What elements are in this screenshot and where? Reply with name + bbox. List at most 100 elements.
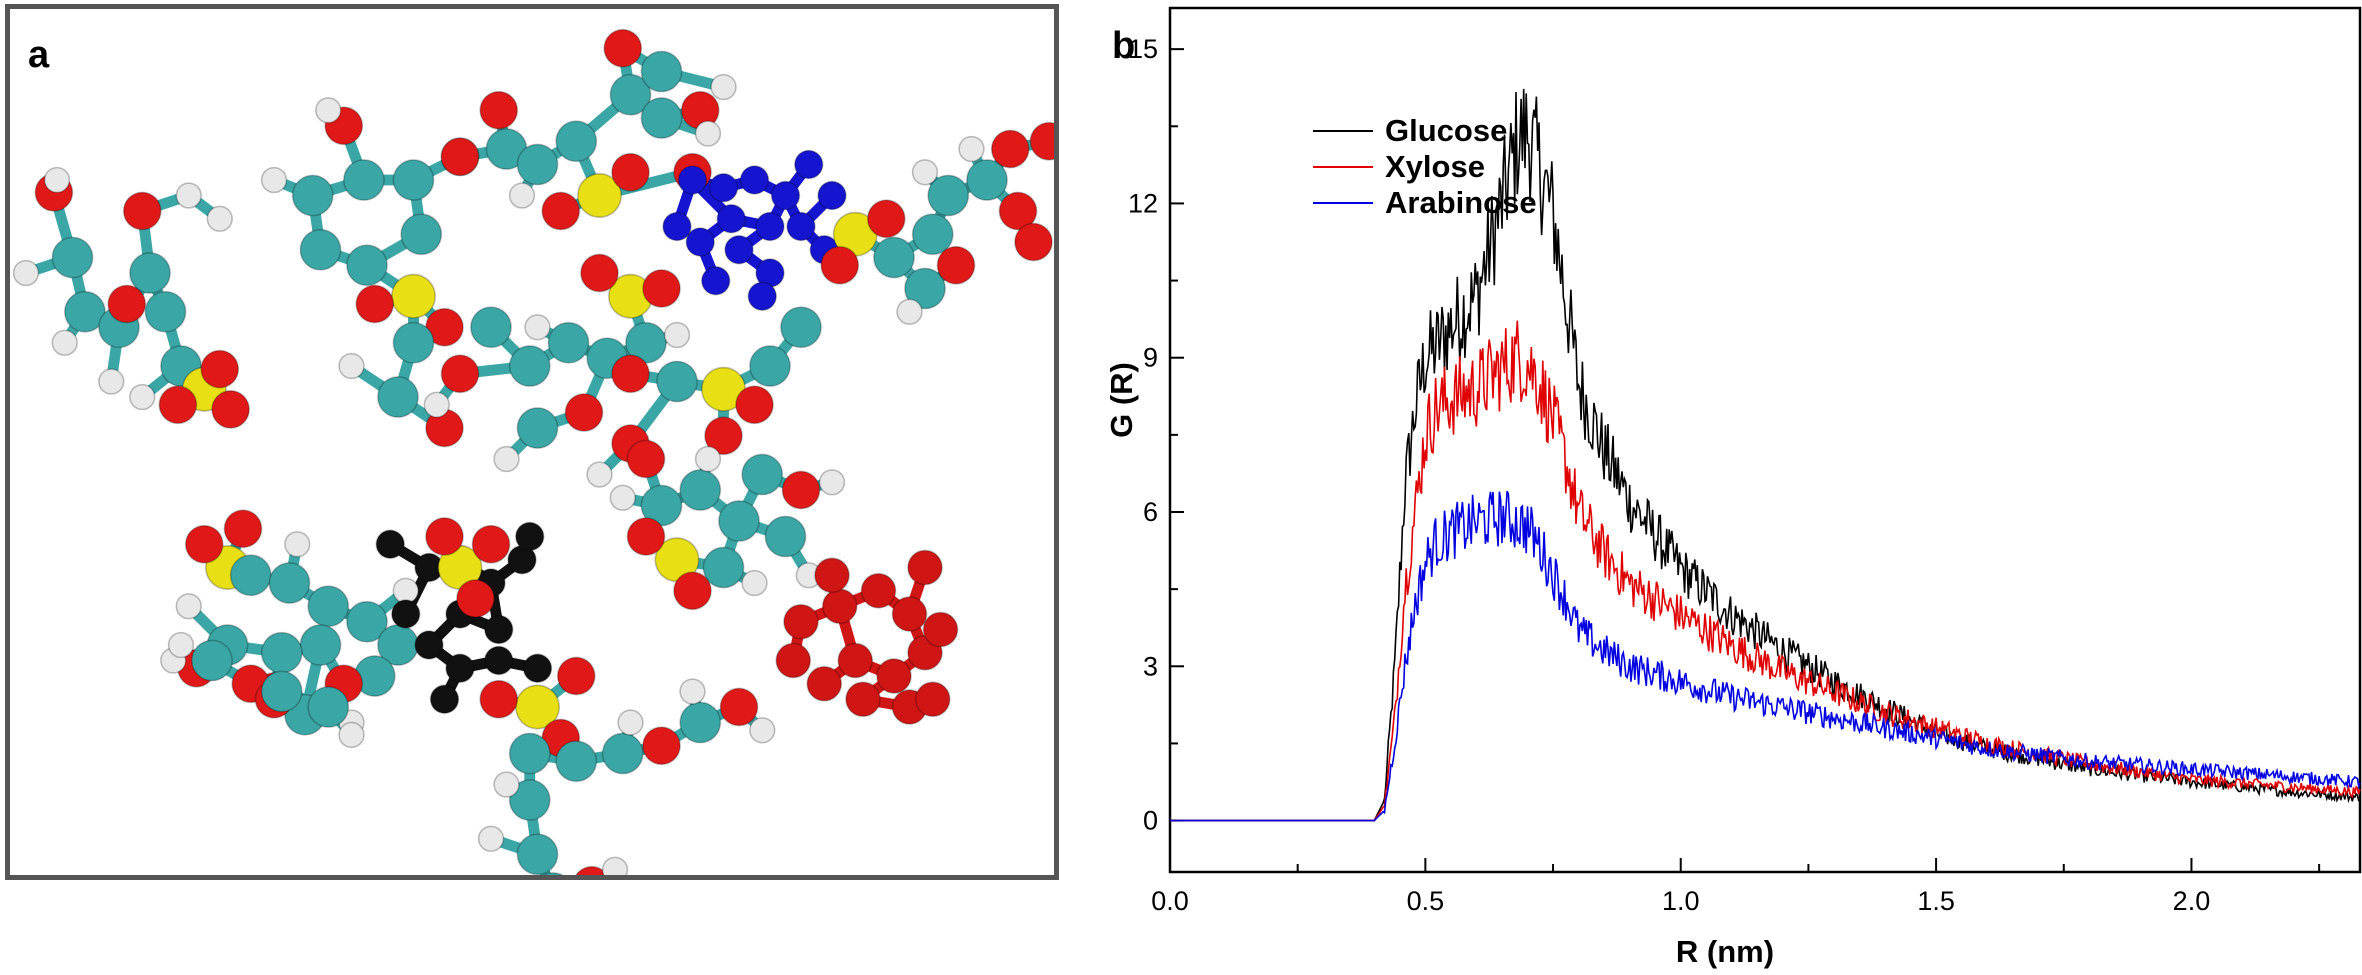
oxygen-atom	[866, 199, 906, 239]
hydrogen-atom	[749, 717, 776, 744]
y-axis-title: G (R)	[1104, 362, 1139, 438]
carbon-atom	[764, 515, 807, 558]
red-molecule-atom	[837, 642, 874, 679]
y-tick-label: 6	[1143, 497, 1158, 527]
blue-molecule-atom	[662, 211, 692, 242]
oxygen-atom	[820, 245, 860, 285]
sulfur-atom	[391, 273, 436, 319]
hydrogen-atom	[508, 182, 536, 209]
black-molecule-atom	[375, 529, 405, 559]
blue-molecule-atom	[770, 180, 801, 211]
hydrogen-atom	[284, 531, 311, 558]
carbon-atom	[63, 290, 106, 333]
carbon-atom	[299, 228, 342, 271]
hydrogen-atom	[609, 484, 636, 511]
black-molecule-atom	[515, 521, 545, 552]
legend-label-arabinose: Arabinose	[1385, 185, 1537, 220]
oxygen-atom	[1029, 121, 1054, 161]
y-tick-label: 12	[1128, 188, 1158, 218]
oxygen-atom	[626, 517, 666, 556]
carbon-atom	[656, 360, 698, 403]
molecule-illustration: a	[12, 28, 1054, 875]
oxygen-atom	[1014, 222, 1053, 262]
hydrogen-atom	[129, 383, 156, 411]
hydrogen-atom	[477, 825, 505, 852]
x-tick-label: 0.5	[1407, 886, 1445, 916]
x-tick-label: 2.0	[2173, 886, 2211, 916]
blue-molecule-atom	[685, 227, 715, 257]
carbon-atom	[346, 244, 388, 287]
red-molecule-atom	[922, 611, 959, 648]
hydrogen-atom	[911, 159, 939, 186]
hydrogen-atom	[958, 135, 985, 163]
x-tick-label: 1.5	[1917, 886, 1955, 916]
hydrogen-atom	[741, 569, 768, 597]
hydrogen-atom	[423, 391, 450, 418]
black-molecule-atom	[445, 653, 475, 683]
carbon-atom	[516, 143, 559, 186]
hydrogen-atom	[338, 352, 365, 380]
carbon-atom	[601, 732, 644, 775]
x-tick-label: 0.0	[1151, 886, 1189, 916]
red-molecule-atom	[914, 681, 951, 718]
carbon-atom	[780, 306, 822, 349]
sulfur-atom	[515, 684, 560, 730]
hydrogen-atom	[175, 182, 202, 209]
hydrogen-atom	[694, 120, 722, 147]
chart-legend: Glucose Xylose Arabinose	[1313, 113, 1537, 220]
oxygen-atom	[122, 191, 162, 231]
x-tick-label: 1.0	[1662, 886, 1700, 916]
carbon-atom	[260, 631, 303, 674]
black-molecule-atom	[414, 630, 444, 660]
oxygen-atom	[575, 865, 609, 875]
carbon-atom	[516, 833, 559, 875]
red-molecule-atom	[821, 588, 858, 625]
oxygen-atom	[541, 191, 581, 231]
carbon-atom	[307, 585, 350, 628]
red-molecule-atom	[775, 642, 812, 679]
y-tick-label: 0	[1143, 806, 1158, 836]
tick-labels: 0.0 0.5 1.0 1.5 2.0 0 3 6 9 12 15	[1128, 34, 2210, 916]
hydrogen-atom	[663, 321, 691, 349]
carbon-atom	[679, 701, 722, 744]
carbon-atom	[377, 376, 419, 418]
carbon-atom	[260, 670, 303, 713]
red-molecule-atom	[891, 596, 928, 632]
hydrogen-atom	[818, 469, 846, 496]
carbon-atom	[346, 600, 388, 643]
blue-molecule-atom	[677, 165, 708, 195]
oxygen-atom	[479, 679, 519, 719]
carbon-atom	[679, 469, 722, 511]
carbon-atom	[191, 639, 233, 682]
oxygen-atom	[556, 656, 596, 696]
x-axis-title: R (nm)	[1676, 934, 1774, 969]
red-molecule-atom	[845, 681, 881, 718]
oxygen-atom	[184, 524, 224, 564]
blue-molecule-atom	[786, 211, 816, 242]
carbon-atom	[508, 345, 551, 387]
oxygen-atom	[440, 354, 480, 394]
blue-molecule-atom	[716, 204, 746, 234]
carbon-atom	[508, 732, 551, 775]
series-line-arabinose	[1170, 490, 2361, 822]
oxygen-atom	[211, 390, 250, 429]
carbon-atom	[873, 236, 915, 279]
oxygen-atom	[580, 253, 619, 293]
hydrogen-atom	[98, 368, 125, 395]
panel-b-label: b	[1112, 25, 1135, 67]
hydrogen-atom	[896, 298, 923, 325]
hydrogen-atom	[338, 721, 365, 749]
oxygen-atom	[479, 90, 519, 130]
hydrogen-atom	[617, 709, 644, 736]
rdf-chart-panel: 0.0 0.5 1.0 1.5 2.0 0 3 6 9 12 15 b R (nm) G (R) G…	[1070, 0, 2362, 975]
carbon-atom	[718, 500, 760, 542]
carbon-atom	[268, 562, 311, 604]
carbon-atom	[547, 321, 590, 364]
red-molecule-atom	[806, 665, 843, 702]
oxygen-atom	[471, 524, 511, 564]
plot-area-frame	[1168, 6, 2362, 874]
oxygen-atom	[611, 354, 650, 394]
blue-molecule-atom	[739, 165, 770, 195]
blue-molecule-atom	[724, 235, 754, 265]
axis-ticks	[1169, 48, 2321, 872]
